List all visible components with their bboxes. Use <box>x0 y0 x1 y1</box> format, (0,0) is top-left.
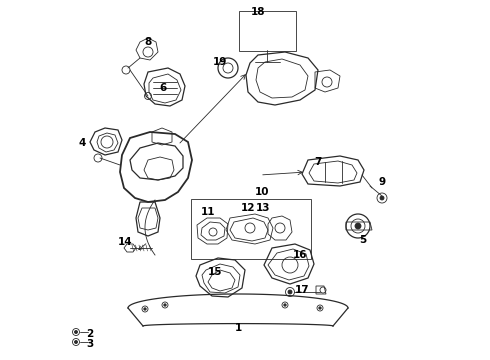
Text: 14: 14 <box>118 237 132 247</box>
Text: 9: 9 <box>378 177 386 187</box>
Text: 2: 2 <box>86 329 94 339</box>
Circle shape <box>355 223 361 229</box>
Circle shape <box>74 330 77 333</box>
Text: 4: 4 <box>78 138 86 148</box>
Circle shape <box>284 304 286 306</box>
Circle shape <box>74 341 77 343</box>
Text: 1: 1 <box>234 323 242 333</box>
Text: 16: 16 <box>293 250 307 260</box>
Circle shape <box>288 290 292 294</box>
FancyBboxPatch shape <box>191 199 311 259</box>
Circle shape <box>380 196 384 200</box>
Text: 7: 7 <box>314 157 322 167</box>
Text: 12: 12 <box>241 203 255 213</box>
Text: 5: 5 <box>359 235 367 245</box>
Text: 15: 15 <box>208 267 222 277</box>
Circle shape <box>319 307 321 309</box>
Circle shape <box>144 308 146 310</box>
Text: 8: 8 <box>145 37 151 47</box>
Text: 6: 6 <box>159 83 167 93</box>
Text: 18: 18 <box>251 7 265 17</box>
Text: 10: 10 <box>255 187 269 197</box>
Text: 13: 13 <box>256 203 270 213</box>
Text: 17: 17 <box>294 285 309 295</box>
Text: 11: 11 <box>201 207 215 217</box>
Circle shape <box>164 304 166 306</box>
Text: 3: 3 <box>86 339 94 349</box>
Text: 19: 19 <box>213 57 227 67</box>
